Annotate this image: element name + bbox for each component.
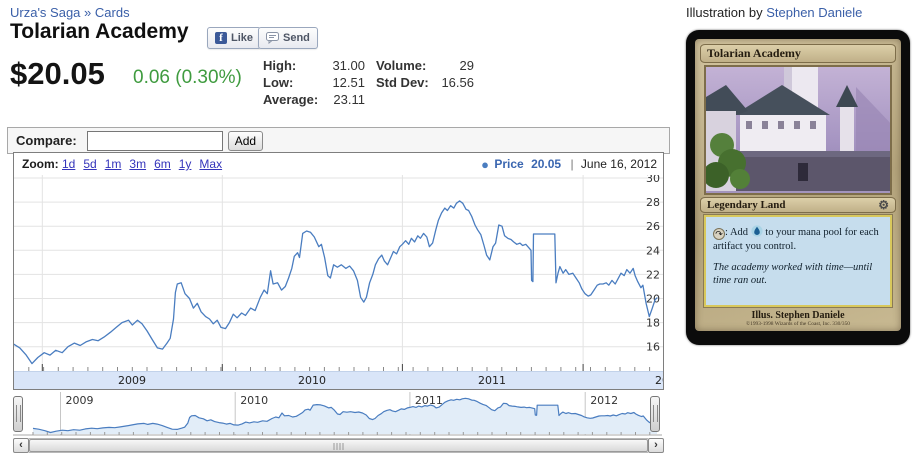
volume-label: Volume: (376, 58, 427, 73)
chart-legend: ● Price 20.05 | June 16, 2012 (481, 157, 657, 172)
tap-symbol-icon: ↷ (713, 228, 725, 240)
volume-value: 29 (459, 58, 474, 73)
card-artist-credit: Illus. Stephen Daniele (751, 310, 845, 321)
navigator-chart[interactable]: 2009 2010 2011 2012 (13, 392, 662, 437)
rules-post: to your mana pool for each artifact you … (713, 227, 879, 252)
type-text: Legendary Land (707, 199, 786, 211)
zoom-1y[interactable]: 1y (178, 157, 192, 171)
high-value: 31.00 (332, 58, 365, 73)
x-axis-year-label: 2010 (298, 374, 326, 387)
zoom-3m[interactable]: 3m (129, 157, 147, 171)
zoom-5d[interactable]: 5d (83, 157, 97, 171)
card-art-illustration (706, 67, 890, 191)
svg-text:26: 26 (646, 220, 660, 233)
svg-text:2009: 2009 (66, 394, 94, 407)
card-type-line: Legendary Land ⚙ (700, 197, 896, 213)
rules-pre: : Add (725, 227, 749, 238)
svg-text:16: 16 (646, 341, 660, 354)
svg-text:2011: 2011 (415, 394, 443, 407)
stddev-value: 16.56 (441, 75, 474, 90)
stats-block: High: 31.00 Low: 12.51 Average: 23.11 Volum… (263, 57, 474, 108)
card-image: Tolarian Academy (686, 30, 910, 345)
navigator-right-handle[interactable] (650, 396, 660, 432)
breadcrumb-cards-link[interactable]: Cards (94, 5, 130, 20)
current-price: $20.05 (10, 56, 105, 91)
chart-scrollbar: ‹ › (13, 438, 664, 453)
chart-toolbar: Zoom: 1d 5d 1m 3m 6m 1y Max ● Price 20.05 | Ju… (14, 153, 663, 175)
x-axis-band: 2009 2010 2011 2012 (14, 371, 663, 389)
x-axis-year-label: 2011 (478, 374, 506, 387)
legend-separator: | (570, 157, 574, 171)
scroll-left-button[interactable]: ‹ (13, 438, 29, 453)
x-axis-year-label: 2012 (655, 374, 663, 387)
breadcrumb-separator: » (84, 5, 92, 20)
scrollbar-track[interactable] (29, 438, 648, 453)
card-text-box: ↷: Add to your mana pool for each artifa… (703, 214, 893, 308)
card-frame: Tolarian Academy (695, 39, 901, 331)
svg-text:2010: 2010 (240, 394, 268, 407)
compare-bar: Compare: Add (7, 127, 670, 154)
price-change: 0.06 (0.30%) (133, 67, 242, 88)
series-bullet-icon: ● (481, 157, 490, 172)
like-label: Like (231, 32, 254, 44)
range-navigator: 2009 2010 2011 2012 (13, 392, 662, 437)
scrollbar-thumb[interactable] (29, 439, 648, 452)
scrollbar-grip-icon (333, 443, 344, 450)
send-bubble-icon (266, 32, 279, 44)
breadcrumb: Urza's Saga » Cards (10, 5, 130, 20)
zoom-max[interactable]: Max (199, 157, 223, 171)
svg-text:18: 18 (646, 317, 660, 330)
svg-text:28: 28 (646, 196, 660, 209)
compare-input[interactable] (86, 130, 223, 151)
legend-series-value: 20.05 (531, 157, 562, 171)
main-price-plot[interactable]: 16 18 20 22 24 26 28 30 (14, 175, 663, 371)
svg-text:22: 22 (646, 268, 660, 281)
illustration-credit: Illustration by Stephen Daniele (686, 5, 862, 20)
low-label: Low: (263, 75, 294, 90)
svg-text:2012: 2012 (590, 394, 618, 407)
breadcrumb-set-link[interactable]: Urza's Saga (10, 5, 81, 20)
send-label: Send (283, 32, 310, 44)
compare-label: Compare: (16, 133, 77, 148)
scroll-right-button[interactable]: › (648, 438, 664, 453)
add-compare-button[interactable]: Add (227, 130, 264, 151)
facebook-send-button[interactable]: Send (258, 27, 318, 49)
blue-mana-icon (751, 225, 763, 237)
svg-text:30: 30 (646, 175, 660, 185)
illustration-prefix: Illustration by (686, 5, 763, 20)
set-symbol-icon: ⚙ (878, 198, 889, 212)
zoom-1m[interactable]: 1m (104, 157, 122, 171)
legend-date: June 16, 2012 (580, 157, 657, 171)
artist-link[interactable]: Stephen Daniele (766, 5, 863, 20)
card-rules-text: ↷: Add to your mana pool for each artifa… (713, 225, 883, 253)
zoom-1d[interactable]: 1d (62, 157, 76, 171)
average-value: 23.11 (333, 92, 365, 107)
legend-series-name: Price (494, 157, 524, 171)
card-name: Tolarian Academy (700, 44, 896, 63)
card-art (704, 65, 892, 195)
facebook-icon: f (215, 32, 227, 44)
zoom-range-links: 1d 5d 1m 3m 6m 1y Max (62, 157, 230, 171)
stddev-label: Std Dev: (376, 75, 429, 90)
zoom-label: Zoom: (22, 157, 59, 171)
card-flavor-text: The academy worked with time—until time … (713, 262, 873, 286)
low-value: 12.51 (332, 75, 365, 90)
page-title: Tolarian Academy (10, 20, 189, 43)
price-chart-panel: Zoom: 1d 5d 1m 3m 6m 1y Max ● Price 20.05 | Ju… (13, 152, 664, 390)
x-axis-year-label: 2009 (118, 374, 146, 387)
average-label: Average: (263, 92, 319, 107)
high-label: High: (263, 58, 297, 73)
svg-text:24: 24 (646, 244, 660, 257)
navigator-left-handle[interactable] (13, 396, 23, 432)
zoom-6m[interactable]: 6m (154, 157, 171, 171)
facebook-like-button[interactable]: f Like (207, 27, 262, 49)
svg-text:20: 20 (646, 293, 660, 306)
card-copyright: ©1993-1998 Wizards of the Coast, Inc. 33… (746, 321, 850, 327)
